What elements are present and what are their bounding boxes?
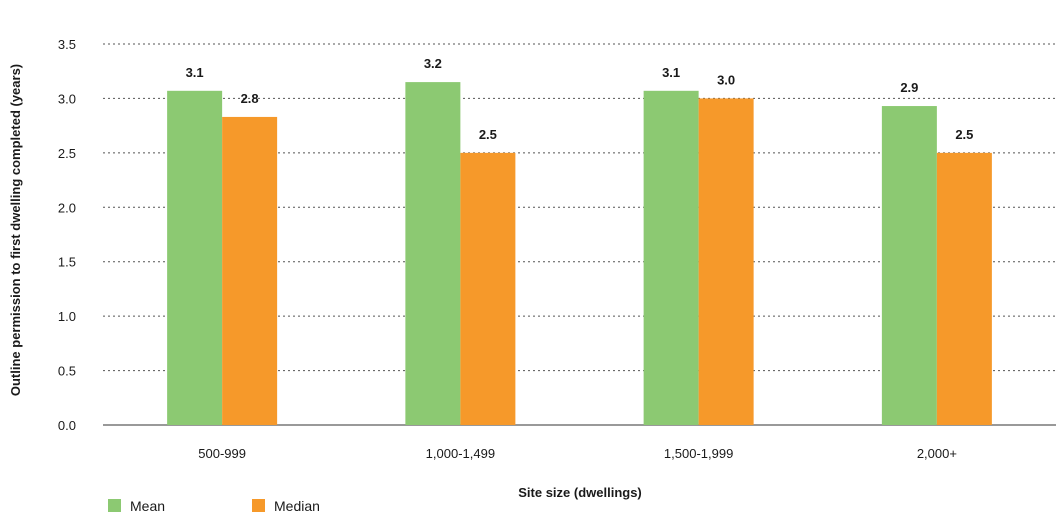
y-tick-label: 2.5 (58, 146, 76, 161)
y-tick-label: 0.0 (58, 418, 76, 433)
data-label: 2.5 (479, 127, 497, 142)
bar-mean-1 (405, 82, 461, 425)
data-label: 2.5 (955, 127, 973, 142)
data-label: 3.2 (424, 56, 442, 71)
y-axis-title: Outline permission to first dwelling com… (8, 64, 23, 396)
y-tick-label: 1.5 (58, 255, 76, 270)
legend-label-mean: Mean (130, 498, 165, 514)
y-tick-label: 3.5 (58, 37, 76, 52)
bar-median-3 (936, 152, 992, 425)
data-label: 2.9 (900, 80, 918, 95)
bar-median-1 (460, 152, 516, 425)
bar-mean-2 (643, 90, 699, 426)
x-tick-label: 1,500-1,999 (664, 446, 733, 461)
x-axis-ticks: 500-999 1,000-1,499 1,500-1,999 2,000+ (198, 446, 957, 461)
legend-swatch-median (252, 499, 265, 512)
x-tick-label: 1,000-1,499 (426, 446, 495, 461)
x-tick-label: 2,000+ (917, 446, 957, 461)
x-axis-title: Site size (dwellings) (518, 485, 642, 500)
data-labels: 3.1 2.8 3.2 2.5 3.1 3.0 2.9 2.5 (186, 56, 974, 142)
legend: Mean Median (108, 498, 320, 514)
data-label: 3.0 (717, 72, 735, 87)
legend-label-median: Median (274, 498, 320, 514)
y-tick-label: 0.5 (58, 364, 76, 379)
bar-mean-3 (881, 106, 937, 425)
data-label: 2.8 (241, 91, 259, 106)
y-tick-label: 2.0 (58, 200, 76, 215)
y-axis-ticks: 0.0 0.5 1.0 1.5 2.0 2.5 3.0 3.5 (58, 37, 76, 433)
gridlines (103, 43, 1056, 372)
data-label: 3.1 (662, 65, 680, 80)
bar-median-0 (222, 116, 278, 425)
y-tick-label: 1.0 (58, 309, 76, 324)
legend-swatch-mean (108, 499, 121, 512)
bar-median-2 (698, 98, 754, 425)
x-tick-label: 500-999 (198, 446, 246, 461)
bar-mean-0 (167, 90, 223, 426)
y-tick-label: 3.0 (58, 91, 76, 106)
data-label: 3.1 (186, 65, 204, 80)
bars (167, 82, 992, 426)
